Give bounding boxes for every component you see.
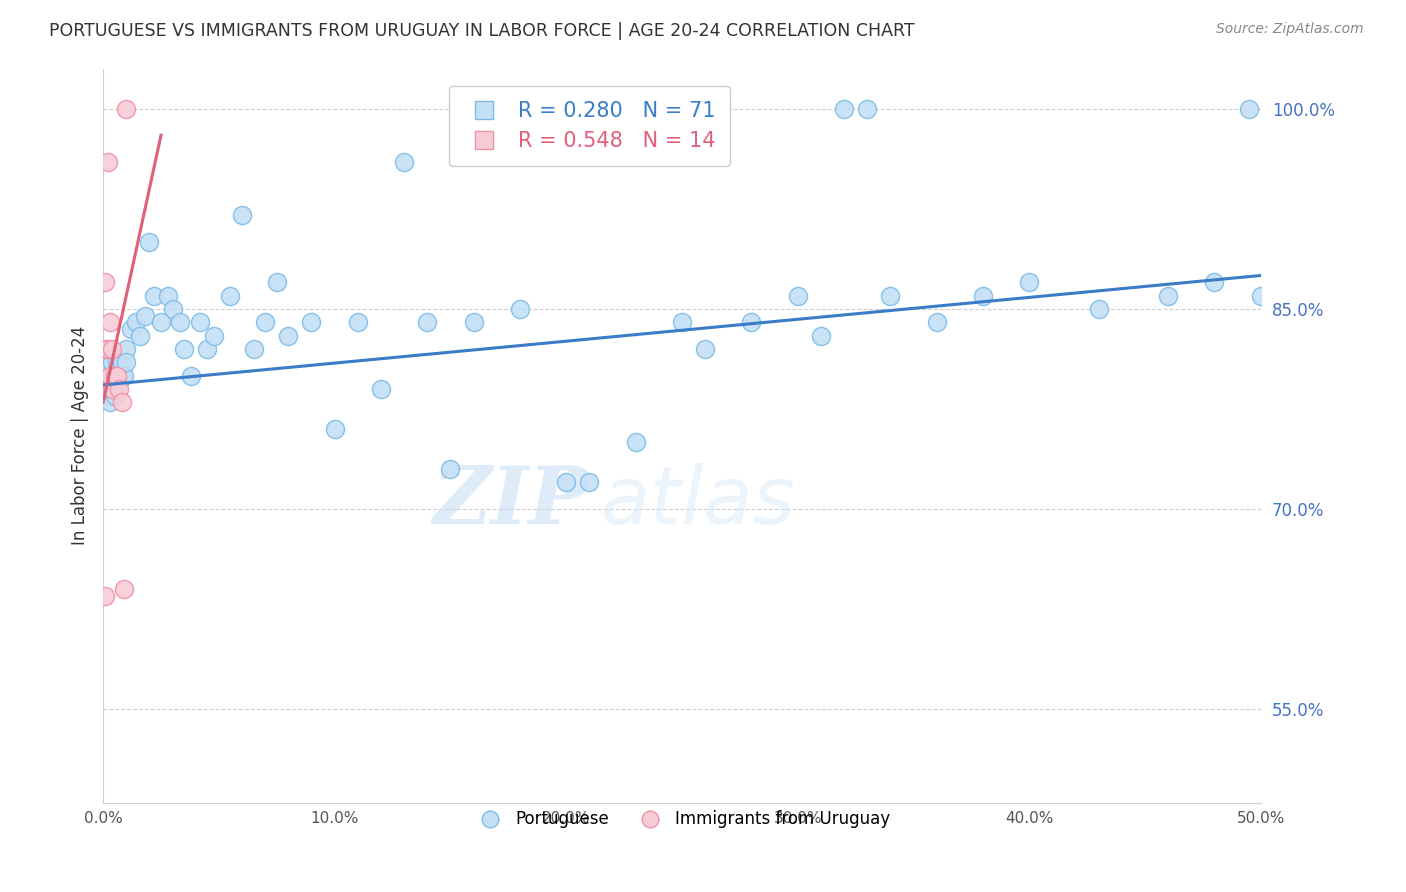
Point (439, 462, 461, 476)
Point (346, 315, 368, 329)
Point (150, 315, 173, 329)
Point (97, 376, 120, 390)
Point (108, 382, 131, 396)
Point (370, 382, 392, 396)
Point (101, 368, 124, 383)
Point (124, 315, 146, 329)
Point (1237, 102, 1260, 116)
Point (1018, 275, 1040, 289)
Point (180, 368, 202, 383)
Point (94, 275, 117, 289)
Point (105, 368, 128, 383)
Text: ZIP: ZIP (433, 463, 589, 541)
Point (624, 435, 647, 450)
Point (786, 288, 808, 302)
Point (97, 355, 120, 369)
Point (162, 301, 184, 316)
Text: Source: ZipAtlas.com: Source: ZipAtlas.com (1216, 22, 1364, 37)
Point (104, 389, 127, 403)
Point (463, 315, 485, 329)
Point (98, 315, 121, 329)
Point (105, 355, 128, 369)
Point (392, 155, 415, 169)
Point (101, 355, 124, 369)
Point (94, 342, 117, 356)
Point (112, 582, 135, 597)
Point (108, 362, 131, 376)
Point (105, 368, 128, 383)
Point (97, 389, 120, 403)
Point (173, 342, 195, 356)
Point (416, 315, 439, 329)
Point (693, 342, 716, 356)
Point (925, 315, 948, 329)
Point (111, 395, 134, 409)
Point (108, 376, 131, 390)
Point (97, 155, 120, 169)
Point (1157, 288, 1180, 302)
Point (94, 589, 117, 603)
Point (202, 328, 225, 343)
Point (101, 342, 124, 356)
Point (169, 315, 191, 329)
Point (1087, 301, 1109, 316)
Point (98, 382, 121, 396)
Point (156, 288, 179, 302)
Text: PORTUGUESE VS IMMIGRANTS FROM URUGUAY IN LABOR FORCE | AGE 20-24 CORRELATION CHA: PORTUGUESE VS IMMIGRANTS FROM URUGUAY IN… (49, 22, 915, 40)
Point (190, 315, 212, 329)
Point (856, 102, 879, 116)
Point (115, 102, 138, 116)
Point (138, 235, 160, 249)
Point (111, 368, 134, 383)
Point (578, 475, 600, 490)
Point (509, 301, 531, 316)
Point (254, 315, 277, 329)
Point (101, 382, 124, 396)
Point (98, 368, 121, 383)
Point (129, 328, 152, 343)
Point (98, 368, 121, 383)
Point (323, 422, 346, 436)
Point (219, 288, 242, 302)
Point (1204, 275, 1226, 289)
Legend: Portuguese, Immigrants from Uruguay: Portuguese, Immigrants from Uruguay (467, 804, 897, 835)
Point (832, 102, 855, 116)
Point (1250, 288, 1272, 302)
Point (972, 288, 994, 302)
Point (134, 309, 156, 323)
Point (112, 368, 135, 383)
Point (555, 475, 578, 490)
Point (104, 368, 127, 383)
Point (111, 355, 134, 369)
Text: atlas: atlas (600, 463, 796, 541)
Point (120, 322, 142, 336)
Point (671, 315, 693, 329)
Point (301, 315, 323, 329)
Point (740, 315, 762, 329)
Point (94, 382, 117, 396)
Point (195, 342, 218, 356)
Point (810, 328, 832, 343)
Point (94, 368, 117, 383)
Y-axis label: In Labor Force | Age 20-24: In Labor Force | Age 20-24 (72, 326, 89, 545)
Point (231, 208, 253, 222)
Point (104, 376, 127, 390)
Point (277, 328, 299, 343)
Point (98, 395, 121, 409)
Point (266, 275, 288, 289)
Point (97, 342, 120, 356)
Point (242, 342, 264, 356)
Point (104, 368, 127, 383)
Point (879, 288, 901, 302)
Point (143, 288, 166, 302)
Point (115, 342, 138, 356)
Point (115, 355, 138, 369)
